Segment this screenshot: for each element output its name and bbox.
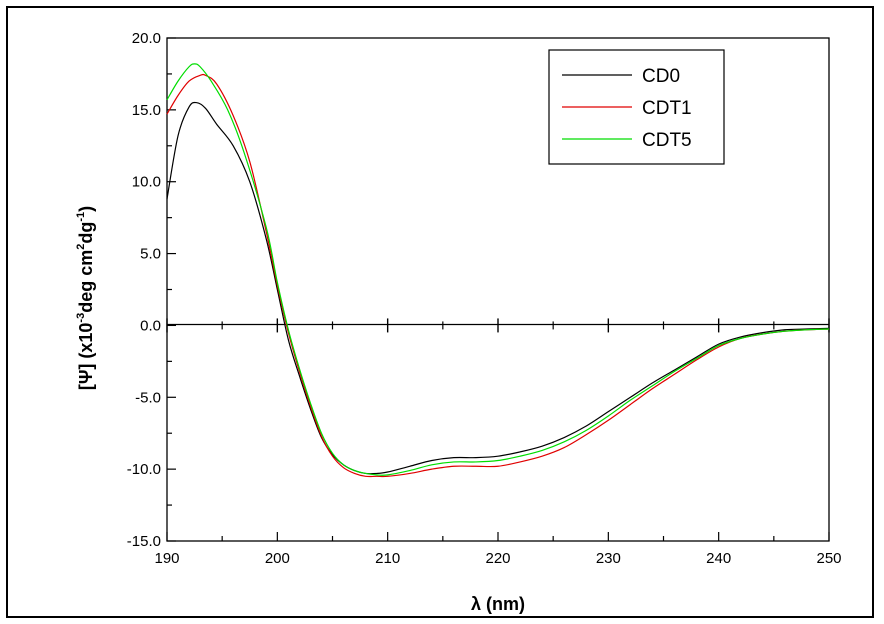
y-tick-label: -5.0 — [135, 389, 161, 406]
x-tick-label: 240 — [706, 550, 731, 567]
x-tick-label: 230 — [596, 550, 621, 567]
y-tick-label: -15.0 — [127, 533, 161, 550]
legend-label-cd0: CD0 — [642, 66, 680, 87]
x-tick-label: 200 — [265, 550, 290, 567]
series-line-cdt5 — [166, 63, 830, 476]
y-title-part-e: dg — [76, 222, 96, 244]
y-tick-label: 20.0 — [132, 30, 161, 47]
y-tick-label: 5.0 — [140, 246, 161, 263]
y-title-sup-b: -3 — [75, 313, 87, 323]
y-tick-label: 10.0 — [132, 174, 161, 191]
legend-label-cdt5: CDT5 — [642, 130, 692, 151]
y-tick-label: 0.0 — [140, 317, 161, 334]
series-line-cd0 — [166, 101, 830, 475]
x-axis-ticks: 190 200 210 220 230 240 250 — [154, 318, 842, 567]
y-tick-label: 15.0 — [132, 102, 161, 119]
y-title-part-a: [Ψ] (x10 — [76, 323, 96, 391]
chart-frame — [6, 6, 874, 618]
x-tick-label: 220 — [485, 550, 510, 567]
y-axis-ticks: -15.0 -10.0 -5.0 0.0 5.0 10.0 15.0 20.0 — [127, 30, 176, 550]
legend: CD0 CDT1 CDT5 — [548, 49, 725, 165]
y-title-sup-d: 2 — [75, 244, 87, 250]
y-title-sup-f: -1 — [75, 212, 87, 222]
plot-area — [166, 37, 830, 542]
x-tick-label: 250 — [816, 550, 841, 567]
series-lines — [166, 63, 830, 478]
y-tick-label: -10.0 — [127, 461, 161, 478]
y-title-part-g: ) — [76, 206, 96, 212]
y-title-part-c: deg cm — [76, 250, 96, 313]
x-tick-label: 190 — [154, 550, 179, 567]
series-line-cdt1 — [166, 73, 830, 478]
x-tick-label: 210 — [375, 550, 400, 567]
x-axis-title: λ (nm) — [471, 594, 525, 614]
y-axis-title: [Ψ] (x10-3deg cm2dg-1) — [75, 206, 96, 390]
legend-label-cdt1: CDT1 — [642, 98, 692, 119]
